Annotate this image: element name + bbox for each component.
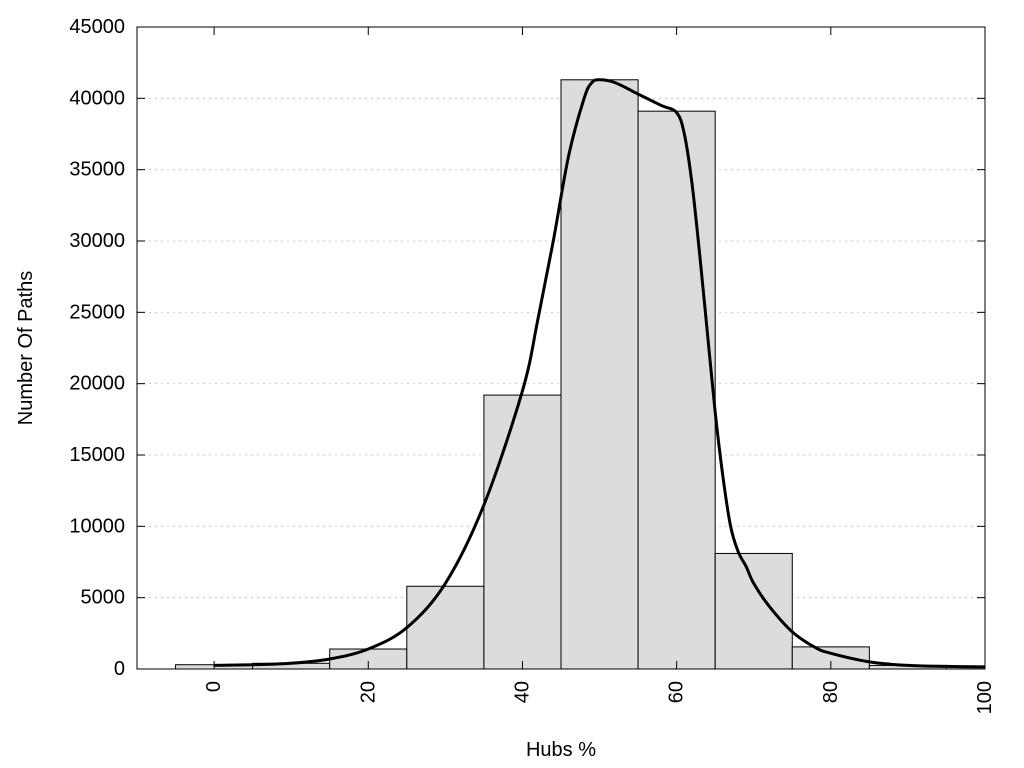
y-axis-ticks: 0 5000 10000 15000 20000 25000 30000 35000 40000… (69, 16, 985, 680)
y-axis-label: Number Of Paths (15, 271, 37, 426)
y-tick-label: 45000 (69, 16, 125, 38)
bar-5 (560, 79, 639, 670)
y-tick-label: 10000 (69, 515, 125, 537)
y-tick-label: 5000 (81, 587, 126, 609)
bar-6 (637, 110, 716, 670)
histogram-bars (175, 79, 986, 670)
x-tick-label: 0 (203, 681, 225, 692)
x-tick-label: 40 (511, 681, 533, 703)
fit-curve (214, 78, 986, 669)
y-tick-label: 0 (114, 658, 125, 680)
x-tick-label: 60 (666, 681, 688, 703)
plot-frame (136, 26, 986, 670)
y-tick-label: 20000 (69, 373, 125, 395)
x-tick-label: 80 (820, 681, 842, 703)
x-tick-label: 20 (357, 681, 379, 703)
y-tick-label: 25000 (69, 301, 125, 323)
bar-3 (406, 585, 485, 670)
x-axis-label: Hubs % (526, 739, 596, 761)
x-tick-label: 100 (974, 681, 996, 714)
x-axis-ticks: 0 20 40 60 80 100 (203, 27, 996, 714)
y-tick-label: 40000 (69, 87, 125, 109)
y-tick-label: 15000 (69, 444, 125, 466)
bar-7 (714, 552, 793, 670)
y-tick-label: 30000 (69, 230, 125, 252)
bar-4 (483, 394, 562, 670)
y-tick-label: 35000 (69, 159, 125, 181)
